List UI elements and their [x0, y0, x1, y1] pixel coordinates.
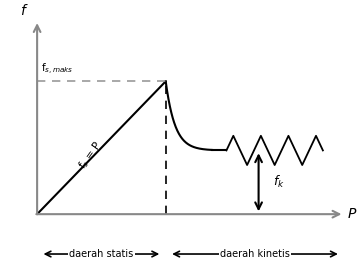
Text: daerah kinetis: daerah kinetis	[220, 249, 290, 259]
Text: f$_{s, maks}$: f$_{s, maks}$	[41, 62, 73, 77]
Text: f$_{k}$: f$_{k}$	[273, 174, 285, 190]
Text: P: P	[347, 207, 356, 221]
Text: daerah statis: daerah statis	[69, 249, 134, 259]
Text: f: f	[21, 4, 25, 18]
Text: f$_{s}$ = P: f$_{s}$ = P	[76, 139, 105, 172]
